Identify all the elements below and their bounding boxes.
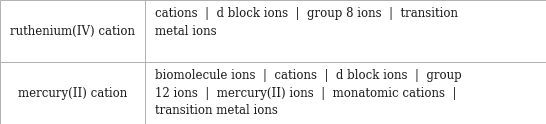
Text: mercury(II) cation: mercury(II) cation [17, 87, 127, 99]
Text: biomolecule ions  |  cations  |  d block ions  |  group
12 ions  |  mercury(II) : biomolecule ions | cations | d block ion… [155, 69, 461, 117]
Bar [0, 62, 145, 124]
Bar [145, 0, 546, 62]
Text: cations  |  d block ions  |  group 8 ions  |  transition
metal ions: cations | d block ions | group 8 ions | … [155, 7, 458, 38]
Text: ruthenium(IV) cation: ruthenium(IV) cation [10, 25, 135, 37]
Bar [0, 0, 145, 62]
Bar [145, 62, 546, 124]
